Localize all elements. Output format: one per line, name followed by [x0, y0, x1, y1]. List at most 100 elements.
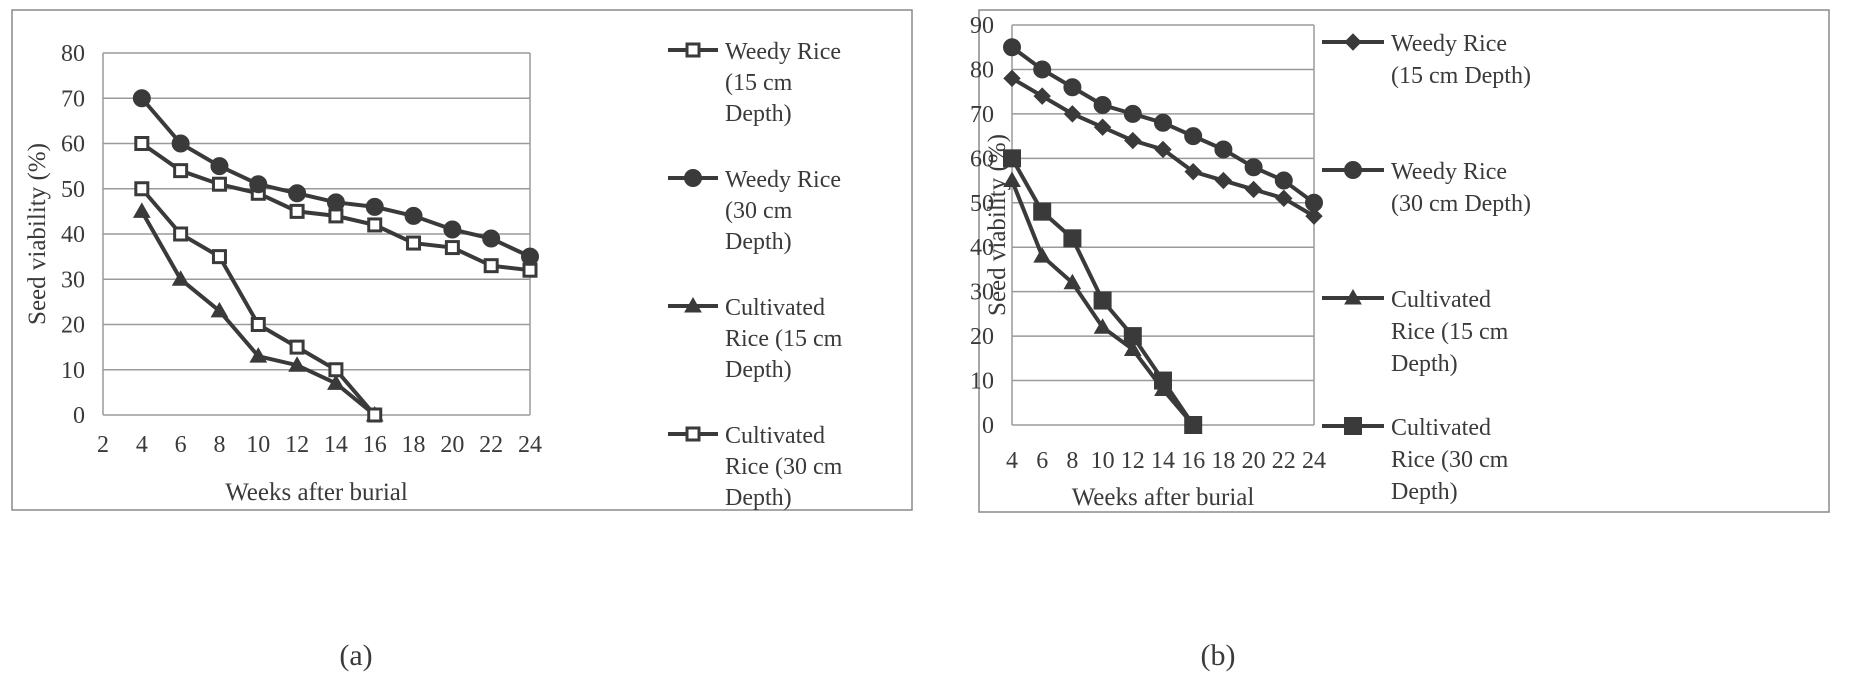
chart-b-series-4: [1003, 149, 1203, 434]
chart-b-series-4-point: [1093, 291, 1112, 310]
chart-a-x-tick-label: 2: [97, 432, 109, 458]
chart-b-series-1-point: [1124, 131, 1142, 150]
chart-a-legend-marker: [685, 42, 701, 58]
chart-b-series-3-point: [1093, 318, 1112, 334]
chart-b-legend-marker: [1344, 417, 1362, 435]
chart-a-series-3: [132, 202, 384, 422]
chart-b-legend-marker: [1344, 33, 1362, 51]
chart-b-series-4-point: [1033, 202, 1052, 221]
chart-b-legend-item-4: Cultivated Rice (30 cm Depth): [1322, 415, 1509, 505]
chart-a-legend-label: Rice (15 cm: [725, 326, 843, 352]
chart-b-series-4-point: [1123, 327, 1142, 346]
chart-panel-b: 0 10 20 30 40 50 60 70 80 90 4 6 8 10 12 14 16 18 20 22 24 We…: [937, 0, 1874, 687]
chart-a-series-1-point: [444, 240, 460, 256]
chart-b-series-1-point: [1275, 189, 1293, 208]
chart-b-series-1-point: [1003, 69, 1021, 88]
chart-a-legend-label: (15 cm: [725, 70, 793, 96]
chart-a-series-1-point: [173, 163, 189, 179]
chart-a-x-tick-label: 20: [440, 432, 464, 458]
chart-a-legend-label: Rice (30 cm: [725, 454, 843, 480]
chart-b-legend-marker: [1344, 288, 1362, 305]
chart-b-legend-item-3: Cultivated Rice (15 cm Depth): [1322, 287, 1509, 377]
chart-b-series-3-point: [1003, 171, 1021, 188]
chart-a-frame: [11, 9, 913, 511]
chart-b-series-4-point: [1003, 149, 1021, 168]
chart-a-y-tick-label: 80: [61, 41, 85, 67]
chart-b-legend-label: (15 cm Depth): [1391, 63, 1531, 89]
chart-a-legend-label: Depth): [725, 101, 792, 127]
chart-a-series-3-point: [132, 202, 151, 218]
chart-a-x-tick-label: 16: [363, 432, 387, 458]
chart-b-series-2-point: [1003, 38, 1021, 57]
chart-b-x-tick-label: 12: [1121, 448, 1145, 474]
chart-b-series-2-point: [1305, 193, 1323, 212]
chart-b-x-tick-label: 10: [1091, 448, 1115, 474]
chart-b-y-tick-label: 30: [970, 280, 994, 306]
chart-b-series-1-point: [1063, 105, 1082, 123]
chart-a-legend-marker: [685, 426, 701, 442]
chart-b-legend-label: (30 cm Depth): [1391, 191, 1531, 217]
chart-b-y-tick-label: 10: [970, 369, 994, 395]
chart-b-series-4-point: [1063, 229, 1082, 248]
chart-b-x-tick-label: 6: [1036, 448, 1048, 474]
chart-b-legend-label: Cultivated: [1391, 287, 1491, 313]
chart-b-x-tick-label: 24: [1302, 448, 1326, 474]
chart-b-frame: [978, 9, 1830, 513]
chart-a-y-tick-label: 0: [73, 403, 85, 429]
chart-a-series-2-point: [249, 175, 268, 194]
chart-b-y-tick-label: 20: [970, 324, 994, 350]
chart-b-series-2-point: [1154, 113, 1172, 132]
chart-a-x-tick-label: 22: [479, 432, 503, 458]
chart-a-series-4-point: [367, 407, 383, 423]
chart-b-legend-label: Rice (15 cm: [1391, 319, 1509, 345]
chart-b-series-2-point: [1274, 171, 1293, 190]
chart-a-series-2-point: [288, 184, 307, 203]
chart-b-series-2-point: [1063, 78, 1082, 97]
chart-b-x-tick-label: 14: [1151, 448, 1175, 474]
chart-a-y-axis-label: Seed viability (%): [24, 143, 51, 325]
chart-a-series-4-point: [173, 226, 189, 242]
chart-a-legend-item-1: Weedy Rice (15 cm Depth): [668, 39, 841, 127]
chart-b-gridlines: [1012, 24, 1314, 426]
chart-panel-a: 0 10 20 30 40 50 60 70 80 2 4 6 8 10 12 14 16 18 20 22 24 Wee…: [0, 0, 937, 687]
chart-b-legend-label: Cultivated: [1391, 415, 1491, 441]
chart-a-series-3-point: [210, 301, 229, 318]
chart-b-legend-label: Weedy Rice: [1391, 31, 1507, 57]
chart-b-series-3-point: [1063, 273, 1082, 290]
chart-a-legend-marker: [684, 296, 702, 313]
chart-b-x-tick-label: 22: [1272, 448, 1296, 474]
chart-a-series-1-point: [522, 262, 538, 278]
chart-a-y-tick-label: 70: [61, 86, 85, 112]
chart-a-x-tick-label: 18: [402, 432, 426, 458]
chart-a-legend-item-4: Cultivated Rice (30 cm Depth): [668, 423, 843, 511]
chart-b-series-2-point: [1184, 127, 1203, 146]
chart-b-x-axis-label: Weeks after burial: [1072, 484, 1255, 511]
chart-a-x-tick-label: 8: [213, 432, 225, 458]
chart-b-series-1-point: [1154, 140, 1172, 159]
chart-b-x-tick-label: 18: [1211, 448, 1235, 474]
chart-a-legend-label: Cultivated: [725, 423, 825, 449]
chart-a-y-tick-label: 10: [61, 358, 85, 384]
chart-b-y-tick-label: 40: [970, 235, 994, 261]
chart-b-series-1-point: [1244, 180, 1263, 199]
chart-b-panel-label: (b): [1201, 639, 1236, 672]
chart-a-x-axis-label: Weeks after burial: [225, 479, 408, 506]
chart-a-series-2-point: [132, 89, 151, 108]
chart-a-series-2-point: [443, 220, 462, 239]
chart-b-legend-label: Depth): [1391, 351, 1458, 377]
chart-b-legend-label: Rice (30 cm: [1391, 447, 1509, 473]
chart-a-series-4-point: [250, 317, 266, 332]
chart-b-series-2-point: [1033, 60, 1052, 79]
chart-b-legend-item-2: Weedy Rice (30 cm Depth): [1322, 159, 1531, 217]
chart-b-y-tick-label: 80: [970, 57, 994, 83]
chart-a-series-4: [134, 181, 383, 423]
chart-b-legend-label: Weedy Rice: [1391, 159, 1507, 185]
chart-b-series-3-point: [1123, 340, 1142, 356]
chart-b-y-tick-label: 0: [982, 413, 994, 439]
chart-b-series-4-point: [1184, 416, 1203, 434]
chart-a-series-2-point: [210, 157, 229, 176]
chart-b-x-tick-label: 8: [1066, 448, 1078, 474]
chart-b-series-4-point: [1154, 371, 1172, 390]
chart-a-legend-label: Depth): [725, 485, 792, 511]
chart-a-series-2-point: [404, 206, 423, 225]
